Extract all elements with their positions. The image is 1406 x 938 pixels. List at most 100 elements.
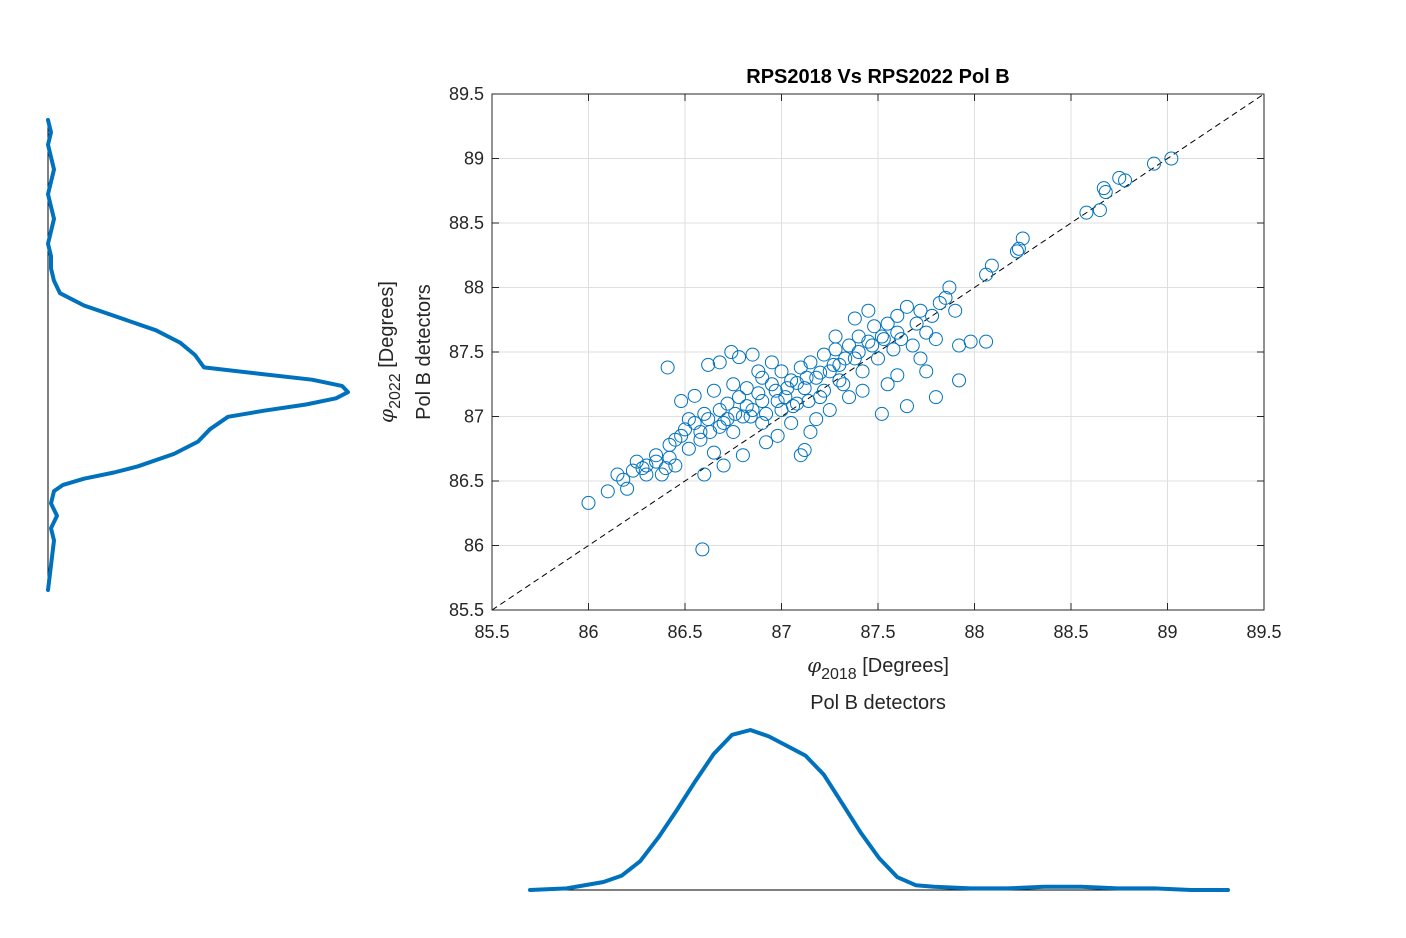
scatter-point [822,403,837,418]
scatter-point [1146,156,1161,171]
scatter-point [851,345,866,359]
scatter-point [952,373,967,388]
scatter-point [913,351,928,366]
scatter-point [726,377,741,392]
scatter-point [600,484,615,499]
scatter-point [635,461,650,476]
scatter-point [932,295,947,310]
scatter-point [668,432,683,447]
scatter-point [1118,173,1133,188]
x-marginal-density [528,728,1230,892]
scatter-point [732,390,747,405]
scatter-point [793,448,808,463]
scatter-point [797,381,812,396]
scatter-point [942,280,957,295]
scatter-point [838,351,853,366]
scatter-point [581,495,596,510]
scatter-point [948,303,963,318]
scatter-point [861,303,876,318]
scatter-point [674,394,689,409]
scatter-point [668,458,683,473]
scatter-point [855,364,870,379]
scatter-point [681,412,696,427]
scatter-point [816,347,831,362]
scatter-point [865,338,880,353]
x-tick-label: 88 [964,622,984,642]
y-tick-label: 87 [464,407,484,427]
scatter-point [836,377,851,392]
scatter-point [847,311,862,326]
scatter-point [768,383,783,398]
scatter-point [867,319,882,334]
scatter-point [809,370,824,385]
x-axis-ticks: 85.5 86 86.5 87 87.5 88 88.5 89 89.5 [474,94,1282,642]
scatter-point [801,394,816,409]
y-axis-label-symbol: φ [374,409,398,423]
y-axis-label-group: φ2022 [Degrees] Pol B detectors [374,281,435,423]
x-tick-label: 89 [1157,622,1177,642]
scatter-point [743,409,758,424]
scatter-point [899,299,914,314]
scatter-point [658,461,673,476]
scatter-point [890,325,905,340]
scatter-point [979,267,994,282]
scatter-point [1092,203,1107,218]
scatter-point [693,432,708,447]
scatter-point [913,303,928,318]
scatter-point [728,406,743,421]
scatter-point [851,329,866,344]
scatter-point [793,360,808,375]
scatter-point [735,409,750,424]
scatter-point [616,472,631,487]
scatter-point [925,308,940,323]
scatter-point [874,406,889,421]
x-tick-label: 86 [578,622,598,642]
x-axis-label-subscript: 2018 [821,666,857,683]
scatter-point [739,399,754,414]
x-tick-label: 86.5 [667,622,702,642]
scatter-point [1098,185,1113,200]
scatter-point [620,481,635,496]
scatter-point [724,345,739,359]
scatter-point [905,338,920,353]
scatter-point [610,467,625,482]
x-tick-label: 85.5 [474,622,509,642]
scatter-point [701,412,716,427]
scatter-point [716,458,731,473]
scatter-point [842,338,857,353]
scatter-point [755,415,770,430]
scatter-point [706,383,721,398]
scatter-point [662,450,677,465]
scatter-point [745,347,760,362]
scatter-point [706,445,721,460]
scatter-point [797,443,812,458]
scatter-point [697,406,712,421]
scatter-point [876,332,891,347]
x-tick-label: 89.5 [1246,622,1281,642]
scatter-point [816,383,831,398]
scatter-point [928,390,943,405]
scatter-point [1011,241,1026,256]
scatter-point [919,325,934,340]
scatter-point [826,357,841,372]
scatter-point [693,424,708,439]
scatter-point [899,399,914,414]
scatter-point [739,381,754,396]
scatter-point [909,316,924,331]
scatter-point [751,364,766,379]
scatter-plot: 85.5 86 86.5 87 87.5 88 88.5 89 89.5 85.5 86 86.5 8… [374,66,1282,714]
y-axis-ticks: 85.5 86 86.5 87 87.5 88 88.5 89 89.5 [449,84,1264,620]
scatter-point [678,422,692,437]
scatter-point [789,396,804,411]
y-marginal-density-curve [46,118,350,592]
x-axis-label-line2: Pol B detectors [810,692,946,714]
scatter-point [1015,231,1030,246]
scatter-point [759,406,774,421]
scatter-point [799,370,814,385]
scatter-point [780,381,795,396]
scatter-point [832,373,847,388]
scatter-point [871,351,885,366]
scatter-point [649,448,664,463]
scatter-point [732,350,747,365]
